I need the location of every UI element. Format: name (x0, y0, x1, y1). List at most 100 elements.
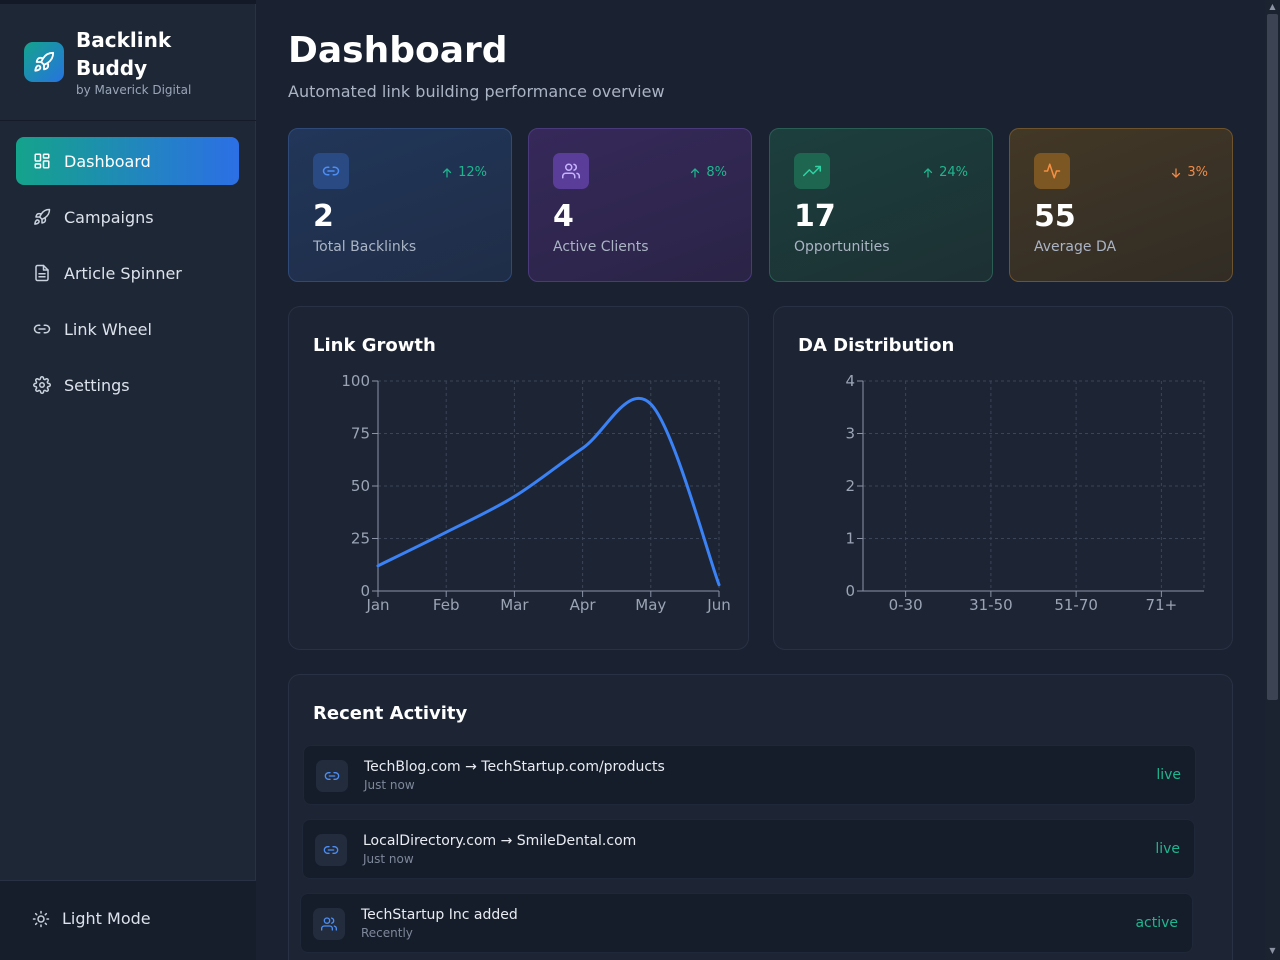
sidebar-top-strip (0, 0, 256, 4)
stat-change: 12% (441, 165, 487, 180)
trending-up-icon (794, 153, 830, 189)
status-badge: live (1156, 767, 1181, 783)
nav-label: Dashboard (64, 151, 151, 171)
x-tick-label: 31-50 (969, 596, 1013, 614)
sidebar: Backlink Buddy by Maverick Digital Dashb… (0, 0, 256, 960)
chart-title: Link Growth (313, 335, 436, 356)
x-tick-label: May (635, 596, 666, 614)
x-tick-label: Jun (706, 596, 730, 614)
activity-icon (1034, 153, 1070, 189)
activity-title-text: LocalDirectory.com → SmileDental.com (363, 833, 637, 849)
stat-card-total-backlinks: 12% 2 Total Backlinks (288, 128, 512, 282)
users-icon (553, 153, 589, 189)
rocket-icon (24, 42, 64, 82)
x-tick-label: 0-30 (889, 596, 923, 614)
arrow-down-icon (1172, 167, 1181, 178)
activity-time: Just now (363, 852, 414, 866)
activity-title-text: TechBlog.com → TechStartup.com/products (364, 759, 665, 775)
nav-label: Campaigns (64, 207, 154, 227)
da-distribution-panel: DA Distribution 0 1 2 3 4 0-30 31-50 51-70 71+ (773, 306, 1233, 650)
stat-label: Active Clients (553, 239, 649, 255)
nav-item-campaigns[interactable]: Campaigns (16, 193, 239, 241)
activity-title-text: TechStartup Inc added (361, 907, 518, 923)
x-tick-label: Apr (570, 596, 597, 614)
nav-item-settings[interactable]: Settings (16, 361, 239, 409)
activity-item[interactable]: TechBlog.com → TechStartup.com/products … (303, 745, 1196, 805)
y-tick-label: 0 (360, 582, 370, 600)
stat-card-active-clients: 8% 4 Active Clients (528, 128, 752, 282)
status-badge: active (1135, 915, 1178, 931)
stat-label: Total Backlinks (313, 239, 417, 255)
y-tick-label: 1 (845, 530, 855, 548)
brand-subtitle: by Maverick Digital (76, 83, 192, 97)
stat-change: 8% (689, 165, 727, 180)
stat-change: 24% (922, 165, 968, 180)
activity-item[interactable]: TechStartup Inc added Recently active (300, 893, 1193, 953)
gear-icon (32, 375, 52, 395)
arrow-up-icon (923, 167, 933, 178)
stat-value: 17 (794, 199, 836, 234)
x-tick-label: Feb (433, 596, 460, 614)
y-tick-label: 3 (845, 425, 855, 443)
y-tick-label: 2 (845, 477, 855, 495)
x-tick-label: Mar (500, 596, 529, 614)
sun-icon (32, 910, 50, 928)
brand-name: Backlink Buddy (76, 28, 172, 80)
nav-item-dashboard[interactable]: Dashboard (16, 137, 239, 185)
x-tick-label: 71+ (1146, 596, 1178, 614)
page-title: Dashboard (288, 30, 508, 71)
sidebar-nav: Dashboard Campaigns Article Spinner Link… (16, 137, 239, 417)
x-tick-label: 51-70 (1054, 596, 1098, 614)
stat-change: 3% (1170, 165, 1208, 180)
rocket-icon (32, 207, 52, 227)
users-icon (313, 908, 345, 940)
stat-label: Average DA (1034, 239, 1117, 255)
arrow-up-icon (691, 167, 700, 178)
nav-label: Link Wheel (64, 319, 152, 339)
scrollbar-thumb[interactable] (1267, 14, 1278, 700)
stat-value: 55 (1034, 199, 1076, 234)
recent-activity-panel: Recent Activity TechBlog.com → TechStart… (288, 674, 1233, 960)
link-icon (32, 319, 52, 339)
da-distribution-chart: 0 1 2 3 4 0-30 31-50 51-70 71+ (845, 372, 1205, 614)
y-tick-label: 75 (351, 425, 370, 443)
activity-title: Recent Activity (313, 703, 468, 724)
y-tick-label: 0 (845, 582, 855, 600)
nav-label: Settings (64, 375, 130, 395)
chart-title: DA Distribution (798, 335, 955, 356)
arrow-up-icon (442, 167, 452, 178)
x-tick-label: Jan (365, 596, 389, 614)
activity-time: Just now (364, 778, 415, 792)
nav-item-article-spinner[interactable]: Article Spinner (16, 249, 239, 297)
page-subtitle: Automated link building performance over… (288, 82, 665, 101)
y-tick-label: 25 (351, 530, 370, 548)
stat-card-average-da: 3% 55 Average DA (1009, 128, 1233, 282)
y-tick-label: 100 (341, 372, 370, 390)
activity-time: Recently (361, 926, 413, 940)
brand[interactable]: Backlink Buddy by Maverick Digital (24, 26, 226, 98)
link-growth-panel: Link Growth 0 25 50 75 100 Jan Feb Mar Apr May Jun (288, 306, 749, 650)
dashboard-grid-icon (32, 151, 52, 171)
y-tick-label: 50 (351, 477, 370, 495)
scroll-up-arrow[interactable]: ▲ (1269, 2, 1276, 11)
divider (0, 120, 256, 121)
nav-label: Article Spinner (64, 263, 182, 283)
scroll-down-arrow[interactable]: ▼ (1269, 946, 1276, 955)
y-tick-label: 4 (845, 372, 855, 390)
stat-value: 2 (313, 199, 334, 234)
stat-label: Opportunities (794, 239, 890, 255)
link-growth-chart: 0 25 50 75 100 Jan Feb Mar Apr May Jun (341, 372, 730, 614)
link-icon (313, 153, 349, 189)
light-mode-toggle[interactable]: Light Mode (32, 909, 151, 928)
light-mode-label: Light Mode (62, 909, 151, 928)
sidebar-footer: Light Mode (0, 880, 256, 960)
series-line (376, 396, 721, 587)
link-icon (315, 834, 347, 866)
nav-item-link-wheel[interactable]: Link Wheel (16, 305, 239, 353)
status-badge: live (1155, 841, 1180, 857)
stat-value: 4 (553, 199, 574, 234)
document-icon (32, 263, 52, 283)
activity-item[interactable]: LocalDirectory.com → SmileDental.com Jus… (302, 819, 1195, 879)
link-icon (316, 760, 348, 792)
stat-card-opportunities: 24% 17 Opportunities (769, 128, 993, 282)
